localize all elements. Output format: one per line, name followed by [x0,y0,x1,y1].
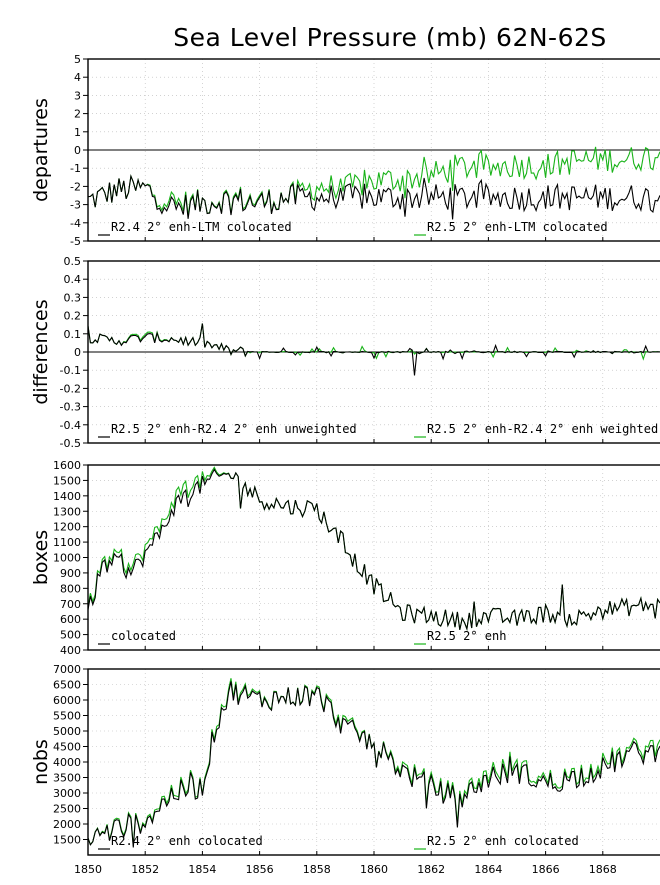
y-axis-label: differences [30,299,52,404]
y-tick-label: 7000 [53,663,81,676]
y-tick-label: 0.4 [64,273,82,286]
y-tick-label: 5000 [53,725,81,738]
y-tick-label: -5 [70,235,81,248]
y-tick-label: 6500 [53,679,81,692]
panel-boxes: 400 500 600 700 800 900 1000 1100 1200 1300 1400 15… [30,459,660,657]
plot-frame [87,58,660,242]
legend-label-r24: R2.4 2° enh colocated [111,834,263,848]
panel-differences: -0.5 -0.4 -0.3 -0.2 -0.1 0 0.1 0.2 0.3 0.4 0.5 diff… [30,255,660,450]
y-tick-label: 1100 [53,536,81,549]
x-tick-label: 1866 [532,863,560,876]
x-tick-label: 1864 [474,863,502,876]
legend-label-r24: R2.5 2° enh-R2.4 2° enh unweighted [111,422,357,436]
y-axis-label: boxes [30,530,52,585]
y-tick-label: 600 [60,613,81,626]
legend-label-r25: R2.5 2° enh-LTM colocated [427,220,608,234]
y-axis-label: nobs [30,739,52,785]
y-tick-label: 1000 [53,552,81,565]
legend-label-r25: R2.5 2° enh-R2.4 2° enh weighted [427,422,658,436]
plot-frame [87,260,660,444]
y-tick-label: 500 [60,629,81,642]
y-tick-label: 800 [60,582,81,595]
legend-label-r25: R2.5 2° enh colocated [427,834,579,848]
y-tick-label: -0.2 [60,382,81,395]
y-axis-label: departures [30,98,52,202]
series-line-r24 [88,468,660,631]
y-tick-label: -3 [70,199,81,212]
y-tick-label: 0 [74,144,81,157]
y-tick-label: -0.1 [60,364,81,377]
y-tick-label: 3500 [53,772,81,785]
y-tick-label: 1500 [53,834,81,847]
y-tick-label: 4 [74,71,81,84]
x-tick-label: 1852 [131,863,159,876]
y-tick-label: 5500 [53,710,81,723]
y-tick-label: 2500 [53,803,81,816]
y-tick-label: 0.5 [64,255,82,268]
y-tick-label: 0.1 [64,328,82,341]
plot-frame [87,668,660,856]
legend-label-r24: colocated [111,629,176,643]
y-tick-label: -0.5 [60,437,81,450]
y-tick-label: 1300 [53,505,81,518]
y-tick-label: -0.4 [60,419,81,432]
plot-frame [87,464,660,651]
y-tick-label: 2 [74,108,81,121]
series-line-r24 [88,174,660,220]
y-tick-label: -2 [70,180,81,193]
y-tick-label: 0 [74,346,81,359]
y-tick-label: 1 [74,126,81,139]
y-tick-label: 4000 [53,756,81,769]
y-tick-label: 0.2 [64,310,82,323]
y-tick-label: 900 [60,567,81,580]
y-tick-label: -4 [70,217,81,230]
panel-nobs: 1500 2000 2500 3000 3500 4000 4500 5000 5500 6000… [30,663,660,856]
panel-departures: -5 -4 -3 -2 -1 0 1 2 3 4 5 departures R2.4 2° enh-LT… [30,53,660,248]
series-line-r24 [88,681,660,848]
y-tick-label: 1200 [53,521,81,534]
series-line-r24 [88,323,660,376]
legend-label-r24: R2.4 2° enh-LTM colocated [111,220,292,234]
y-tick-label: 2000 [53,818,81,831]
x-tick-label: 1860 [360,863,388,876]
x-tick-label: 1858 [303,863,331,876]
x-tick-label: 1862 [417,863,445,876]
y-tick-label: 1400 [53,490,81,503]
x-tick-label: 1850 [74,863,102,876]
y-tick-label: 6000 [53,694,81,707]
x-tick-label: 1868 [589,863,617,876]
x-tick-label: 1854 [188,863,216,876]
y-tick-label: 1600 [53,459,81,472]
series-line-r25 [88,678,660,846]
legend-label-r25: R2.5 2° enh [427,629,506,643]
y-tick-label: 5 [74,53,81,66]
x-tick-label: 1856 [246,863,274,876]
y-tick-label: -0.3 [60,401,81,414]
y-tick-label: 700 [60,598,81,611]
y-tick-label: 400 [60,644,81,657]
y-tick-label: 1500 [53,474,81,487]
chart-title: Sea Level Pressure (mb) 62N-62S [173,23,607,52]
y-tick-label: 4500 [53,741,81,754]
y-tick-label: 0.3 [64,291,82,304]
y-tick-label: 3 [74,89,81,102]
y-tick-label: -1 [70,162,81,175]
y-tick-label: 3000 [53,787,81,800]
